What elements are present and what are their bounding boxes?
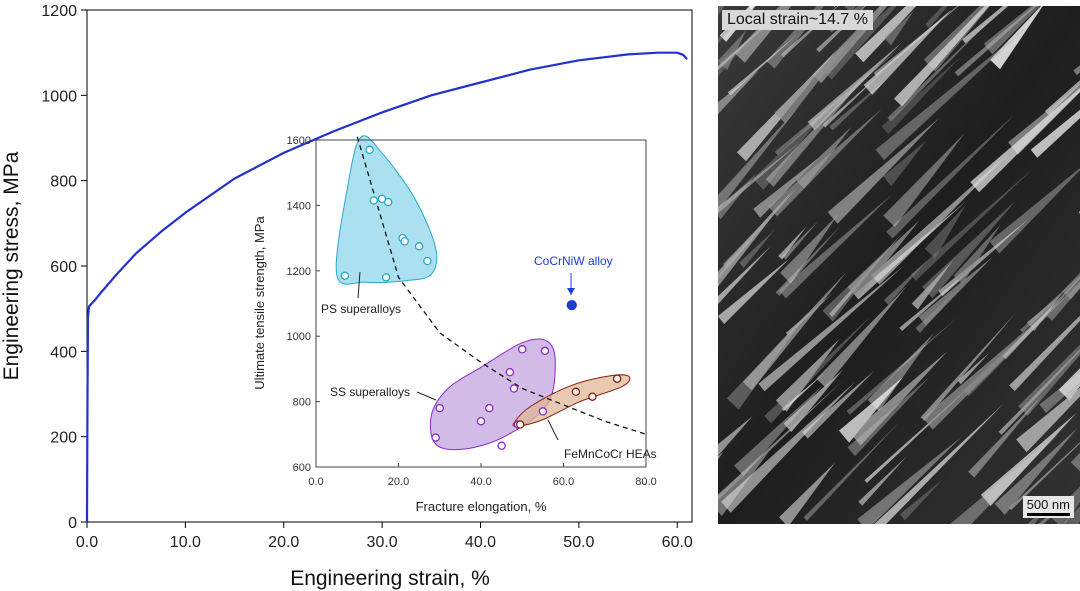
- point-femncocr-heas: [571, 387, 581, 397]
- inset-x-tick-label: 40.0: [470, 476, 491, 488]
- point-ss-superalloys: [538, 407, 548, 416]
- inset-y-tick-label: 1000: [287, 331, 311, 343]
- main-y-tick-label: 800: [50, 174, 77, 191]
- point-ss-superalloys: [518, 345, 527, 354]
- inset-x-axis-label: Fracture elongation, %: [416, 499, 547, 514]
- point-ps-superalloys: [423, 256, 432, 266]
- point-ps-superalloys: [400, 237, 409, 246]
- inset-y-axis-label: Ultimate tensile strength, MPa: [252, 216, 267, 390]
- label-ss-superalloys: SS superalloys: [330, 385, 410, 399]
- inset-y-tick-label: 1400: [287, 200, 311, 212]
- leader-femncocr-heas: [547, 419, 559, 441]
- inset-y-ticks: 600 800 1000 1200 1400 1600: [287, 135, 320, 474]
- point-ss-superalloys: [431, 433, 440, 442]
- point-ss-superalloys: [509, 384, 519, 393]
- main-x-tick-label: 30.0: [367, 534, 398, 551]
- sem-image-texture: [718, 6, 1080, 524]
- point-ss-superalloys: [476, 416, 486, 426]
- main-x-tick-label: 60.0: [662, 534, 693, 551]
- scale-bar-line: [1026, 513, 1070, 516]
- arrow-cocrniw-alloy: [567, 288, 575, 295]
- main-x-ticks: 0.0 10.0 20.0 30.0 40.0 50.0 60.0: [76, 522, 693, 551]
- main-series-lines: [85, 51, 688, 523]
- main-x-tick-label: 0.0: [76, 534, 98, 551]
- main-x-tick-label: 10.0: [170, 534, 201, 551]
- main-y-axis-label: Engineering stress, MPa: [0, 151, 23, 380]
- point-ps-superalloys: [381, 273, 391, 282]
- label-femncocr-heas: FeMnCoCr HEAs: [564, 447, 657, 461]
- main-y-tick-label: 200: [50, 430, 77, 447]
- point-ps-superalloys: [414, 242, 424, 251]
- sem-micrograph: Local strain~14.7 % 500 nm: [718, 6, 1080, 524]
- inset-x-ticks: 0.0 20.0 40.0 60.0 80.0: [308, 463, 657, 488]
- point-ps-superalloys: [340, 271, 350, 280]
- region-ps-superalloys: [335, 135, 438, 285]
- inset-x-tick-label: 0.0: [308, 476, 323, 488]
- main-y-ticks: 0 200 400 600 800 1000 1200: [41, 3, 87, 532]
- leader-ss-superalloys: [416, 391, 437, 401]
- label-cocrniw-alloy: CoCrNiW alloy: [534, 254, 613, 268]
- point-ss-superalloys: [484, 403, 494, 413]
- inset-x-tick-label: 80.0: [635, 476, 656, 488]
- main-series-line: [85, 51, 688, 523]
- main-y-tick-label: 1000: [41, 88, 77, 105]
- point-ps-superalloys: [383, 197, 393, 207]
- point-ss-superalloys: [505, 367, 515, 377]
- point-ps-superalloys: [369, 196, 378, 205]
- inset-y-tick-label: 600: [293, 462, 311, 474]
- trend-line-dashed: [356, 136, 647, 435]
- inset-x-tick-label: 60.0: [553, 476, 574, 488]
- scale-bar-text: 500 nm: [1026, 497, 1070, 512]
- inset-y-tick-label: 1200: [287, 266, 311, 278]
- main-y-tick-label: 400: [50, 344, 77, 361]
- stress-strain-chart: 0.0 10.0 20.0 30.0 40.0 50.0 60.0 0 200 400 600 80…: [0, 3, 693, 590]
- leader-ps-superalloys: [357, 271, 361, 299]
- main-x-axis-label: Engineering strain, %: [290, 567, 490, 590]
- inset-trend-line: [356, 136, 647, 435]
- inset-x-tick-label: 20.0: [388, 476, 409, 488]
- point-cocrniw-alloy: [566, 299, 577, 311]
- main-y-tick-label: 600: [50, 259, 77, 276]
- main-x-tick-label: 40.0: [465, 534, 496, 551]
- point-ss-superalloys: [540, 346, 550, 356]
- main-y-tick-label: 0: [68, 515, 77, 532]
- inset-y-tick-label: 1600: [287, 135, 311, 147]
- local-strain-label: Local strain~14.7 %: [722, 10, 873, 30]
- point-femncocr-heas: [612, 374, 622, 383]
- main-x-tick-label: 50.0: [563, 534, 594, 551]
- point-ss-superalloys: [435, 403, 444, 413]
- point-femncocr-heas: [515, 420, 525, 429]
- point-femncocr-heas: [588, 392, 597, 401]
- inset-y-tick-label: 800: [293, 397, 311, 409]
- point-ps-superalloys: [365, 145, 374, 155]
- label-ps-superalloys: PS superalloys: [321, 302, 401, 316]
- main-y-tick-label: 1200: [41, 3, 77, 20]
- main-x-tick-label: 20.0: [268, 534, 299, 551]
- inset-chart: 0.0 20.0 40.0 60.0 80.0 600 800 1000 1200 1400 16…: [252, 135, 657, 514]
- inset-series-labels: PS superalloys SS superalloys FeMnCoCr HEA…: [321, 254, 657, 461]
- inset-points: [340, 145, 622, 450]
- point-ss-superalloys: [497, 441, 506, 450]
- scale-bar: 500 nm: [1022, 496, 1074, 518]
